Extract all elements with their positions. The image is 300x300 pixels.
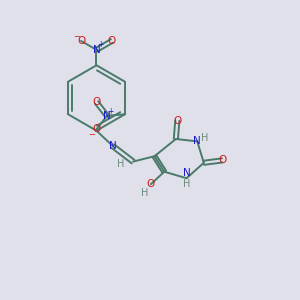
Text: O: O bbox=[147, 179, 155, 189]
Text: O: O bbox=[108, 36, 116, 46]
Text: H: H bbox=[183, 178, 190, 189]
Text: H: H bbox=[201, 134, 208, 143]
Text: +: + bbox=[108, 106, 114, 116]
Text: N: N bbox=[109, 141, 117, 151]
Text: N: N bbox=[183, 168, 190, 178]
Text: N: N bbox=[194, 136, 201, 146]
Text: +: + bbox=[98, 40, 104, 49]
Text: H: H bbox=[117, 159, 124, 169]
Text: O: O bbox=[77, 36, 85, 46]
Text: O: O bbox=[92, 124, 101, 134]
Text: H: H bbox=[141, 188, 148, 197]
Text: O: O bbox=[173, 116, 182, 126]
Text: −: − bbox=[74, 32, 80, 41]
Text: N: N bbox=[103, 111, 111, 121]
Text: O: O bbox=[92, 98, 101, 107]
Text: N: N bbox=[93, 45, 101, 55]
Text: −: − bbox=[88, 130, 95, 139]
Text: O: O bbox=[218, 155, 226, 165]
